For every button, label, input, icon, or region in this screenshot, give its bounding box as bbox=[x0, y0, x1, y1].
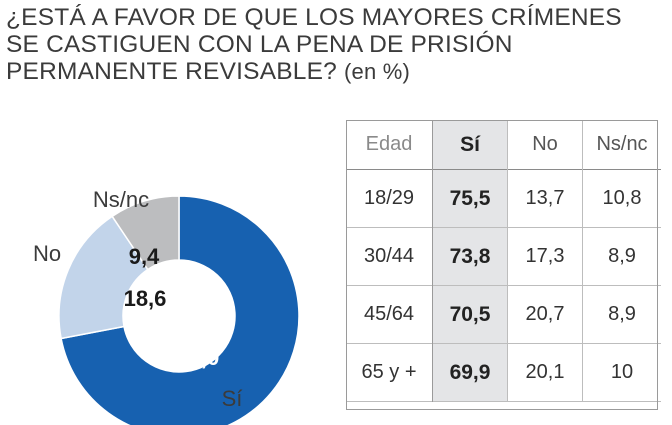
cell-no: 13,7 bbox=[507, 169, 583, 228]
cell-si: 69,9 bbox=[432, 343, 508, 402]
cell-age: 30/44 bbox=[363, 245, 415, 267]
slice-label-si: Sí bbox=[222, 386, 243, 411]
age-table: Edad Sí No Ns/nc 18/29 75,5 13,7 10,8 30… bbox=[346, 120, 661, 410]
cell-nsnc: 10 bbox=[582, 343, 661, 402]
cell-si: 70,5 bbox=[432, 285, 508, 344]
title-line-3-text: PERMANENTE REVISABLE? bbox=[6, 58, 337, 85]
table-row: 18/29 75,5 13,7 10,8 bbox=[346, 169, 661, 228]
title-line-2: SE CASTIGUEN CON LA PENA DE PRISIÓN bbox=[6, 31, 513, 58]
slice-value-nsnc: 9,4 bbox=[129, 244, 160, 269]
cell-si: 75,5 bbox=[432, 169, 508, 228]
cell-no: 17,3 bbox=[507, 227, 583, 286]
table-header-row: Edad Sí No Ns/nc bbox=[346, 120, 661, 170]
cell-no: 20,1 bbox=[507, 343, 583, 402]
slice-label-nsnc: Ns/nc bbox=[93, 187, 149, 212]
slice-nsnc bbox=[111, 195, 180, 271]
col-header-nsnc: Ns/nc bbox=[582, 120, 661, 170]
slice-si bbox=[60, 195, 300, 425]
slice-label-no: No bbox=[33, 241, 61, 266]
slice-value-si: 72,0 bbox=[177, 345, 220, 370]
donut-labels: 72,0Sí 18,6 No 9,4 Ns/nc bbox=[33, 187, 242, 411]
col-header-si: Sí bbox=[432, 120, 508, 170]
cell-nsnc: 8,9 bbox=[582, 227, 661, 286]
chart-title: ¿ESTÁ A FAVOR DE QUE LOS MAYORES CRÍMENE… bbox=[6, 4, 666, 85]
cell-age: 45/64 bbox=[363, 303, 415, 325]
donut-chart: 72,0Sí 18,6 No 9,4 Ns/nc bbox=[33, 187, 300, 425]
title-unit: (en %) bbox=[343, 59, 410, 84]
table-row: 30/44 73,8 17,3 8,9 bbox=[346, 227, 661, 286]
col-header-no: No bbox=[507, 120, 583, 170]
donut-slices bbox=[58, 195, 300, 425]
col-header-edad: Edad bbox=[365, 133, 413, 155]
cell-nsnc: 8,9 bbox=[582, 285, 661, 344]
cell-age: 65 y + bbox=[361, 361, 417, 383]
cell-nsnc: 10,8 bbox=[582, 169, 661, 228]
title-line-3: PERMANENTE REVISABLE? (en %) bbox=[6, 58, 666, 85]
table-row: 65 y + 69,9 20,1 10 bbox=[346, 343, 661, 402]
data-table: Edad Sí No Ns/nc 18/29 75,5 13,7 10,8 30… bbox=[346, 120, 661, 402]
title-line-1: ¿ESTÁ A FAVOR DE QUE LOS MAYORES CRÍMENE… bbox=[6, 4, 622, 31]
slice-no bbox=[58, 215, 149, 340]
table-row: 45/64 70,5 20,7 8,9 bbox=[346, 285, 661, 344]
slice-value-no: 18,6 bbox=[124, 286, 167, 311]
cell-age: 18/29 bbox=[363, 187, 415, 209]
cell-si: 73,8 bbox=[432, 227, 508, 286]
cell-no: 20,7 bbox=[507, 285, 583, 344]
